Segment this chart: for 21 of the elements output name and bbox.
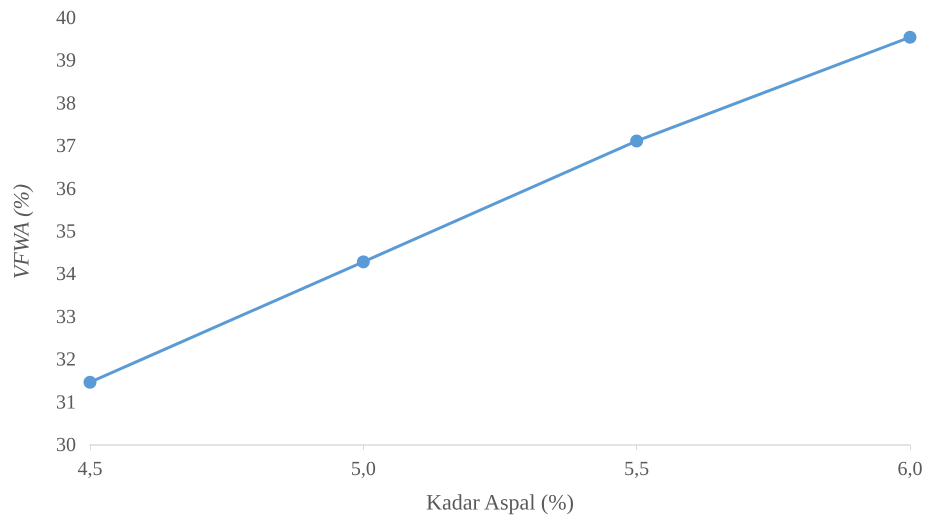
y-tick-label: 33 [56,306,76,328]
y-tick-label: 34 [56,263,76,286]
y-axis-title: VFWA (%) [8,184,34,280]
y-tick-label: 39 [56,50,76,72]
y-tick-label: 36 [56,178,76,200]
x-tick-label: 4,5 [78,458,102,480]
point [630,134,644,148]
y-tick-label: 37 [56,135,76,158]
y-tick-label: 32 [56,348,76,371]
y-tick-label: 40 [56,7,76,29]
point [356,255,370,268]
y-tick-label: 31 [56,391,76,414]
point [84,376,96,389]
point [904,30,916,44]
x-tick-label: 6,0 [898,458,922,480]
y-tick-label: 38 [56,92,76,114]
x-axis-title: Kadar Aspal (%) [426,490,574,514]
x-tick-label: 5,0 [350,458,376,480]
x-tick-label: 5,5 [624,458,650,480]
y-tick-label: 35 [56,220,76,242]
y-tick-label: 30 [56,434,76,456]
